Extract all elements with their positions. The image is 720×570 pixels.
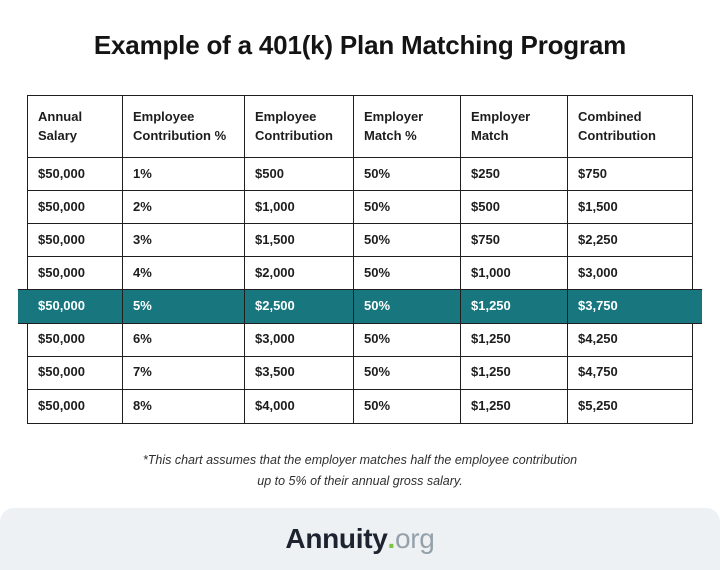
table-cell: 50% — [354, 356, 461, 389]
column-header-annual-salary: Annual Salary — [28, 96, 123, 157]
table-cell: $50,000 — [28, 289, 123, 323]
table-cell: 50% — [354, 191, 461, 223]
table-row-highlighted: $50,000 5% $2,500 50% $1,250 $3,750 — [18, 288, 702, 324]
logo-suffix-text: org — [395, 523, 435, 554]
table-cell: $1,250 — [461, 389, 568, 423]
page-title: Example of a 401(k) Plan Matching Progra… — [93, 30, 627, 60]
table-cell: $50,000 — [28, 224, 123, 256]
table-cell: $500 — [245, 158, 354, 190]
table-cell: 50% — [354, 224, 461, 256]
table-cell: 50% — [354, 257, 461, 289]
table-cell: 50% — [354, 158, 461, 190]
table-cell: $50,000 — [28, 257, 123, 289]
table-row: $50,000 4% $2,000 50% $1,000 $3,000 — [28, 257, 692, 290]
annuity-org-logo: Annuity. org — [285, 523, 434, 555]
table-cell: $1,500 — [245, 224, 354, 256]
table-cell: 7% — [123, 356, 245, 389]
table-cell: $3,000 — [578, 264, 618, 280]
table-cell: $4,750 — [578, 364, 618, 380]
table-cell: $1,000 — [245, 191, 354, 223]
table-cell: 5% — [123, 289, 245, 323]
table-cell: 50% — [354, 323, 461, 356]
table-cell: 3% — [123, 224, 245, 256]
table-body: $50,000 1% $500 50% $250 $750 $50,000 2% $1,000 5… — [18, 158, 702, 423]
table-row: $50,000 1% $500 50% $250 $750 — [28, 158, 692, 191]
table-cell: $750 — [578, 165, 607, 181]
table-cell: 4% — [123, 257, 245, 289]
table-cell: $1,000 — [461, 257, 568, 289]
table-cell: $50,000 — [28, 191, 123, 223]
footer-band: Annuity. org — [0, 508, 720, 570]
column-header-employer-match-pct: Employer Match % — [354, 96, 461, 157]
footnote-line-1: *This chart assumes that the employer ma… — [142, 452, 578, 467]
table-cell: $50,000 — [28, 389, 123, 423]
table-cell: $1,250 — [461, 356, 568, 389]
table-cell: $1,250 — [461, 289, 568, 323]
column-header-employee-contribution: Employee Contribution — [245, 96, 354, 157]
table-cell: $5,250 — [578, 397, 618, 413]
table-cell: $50,000 — [28, 323, 123, 356]
table-cell: $4,000 — [245, 389, 354, 423]
table-cell: $2,000 — [245, 257, 354, 289]
column-header-employee-contribution-pct: Employee Contribution % — [123, 96, 245, 157]
table-row: $50,000 8% $4,000 50% $1,250 $5,250 — [28, 389, 692, 423]
table-cell: $3,000 — [245, 323, 354, 356]
table-cell: 8% — [123, 389, 245, 423]
table-cell: $3,750 — [578, 297, 618, 313]
column-header-employer-match: Employer Match — [461, 96, 568, 157]
column-header-combined-contribution: Combined Contribution — [578, 108, 656, 143]
table-cell: $1,250 — [461, 323, 568, 356]
logo-dot: . — [387, 523, 396, 554]
table-cell: $750 — [461, 224, 568, 256]
table-cell: 2% — [123, 191, 245, 223]
table-row: $50,000 2% $1,000 50% $500 $1,500 — [28, 191, 692, 224]
table-cell: $4,250 — [578, 331, 618, 347]
table-cell: $3,500 — [245, 356, 354, 389]
table-cell: $2,500 — [245, 289, 354, 323]
table-cell: $250 — [461, 158, 568, 190]
table-cell: 6% — [123, 323, 245, 356]
footnote-line-2: up to 5% of their annual gross salary. — [257, 474, 463, 489]
matching-program-table: Annual Salary Employee Contribution % Em… — [18, 95, 702, 424]
table-header-row: Annual Salary Employee Contribution % Em… — [28, 96, 692, 158]
table-row: $50,000 6% $3,000 50% $1,250 $4,250 — [28, 323, 692, 357]
table-cell: $50,000 — [28, 356, 123, 389]
table-cell: $50,000 — [28, 158, 123, 190]
table-cell: 1% — [123, 158, 245, 190]
table-cell: 50% — [354, 289, 461, 323]
table-cell: $2,250 — [578, 231, 618, 247]
table-cell: 50% — [354, 389, 461, 423]
table-cell: $1,500 — [578, 198, 618, 214]
table-row: $50,000 7% $3,500 50% $1,250 $4,750 — [28, 356, 692, 390]
table-cell: $500 — [461, 191, 568, 223]
table-row: $50,000 3% $1,500 50% $750 $2,250 — [28, 224, 692, 257]
logo-brand-text: Annuity — [285, 523, 388, 554]
chart-footnote: *This chart assumes that the employer ma… — [0, 450, 720, 494]
